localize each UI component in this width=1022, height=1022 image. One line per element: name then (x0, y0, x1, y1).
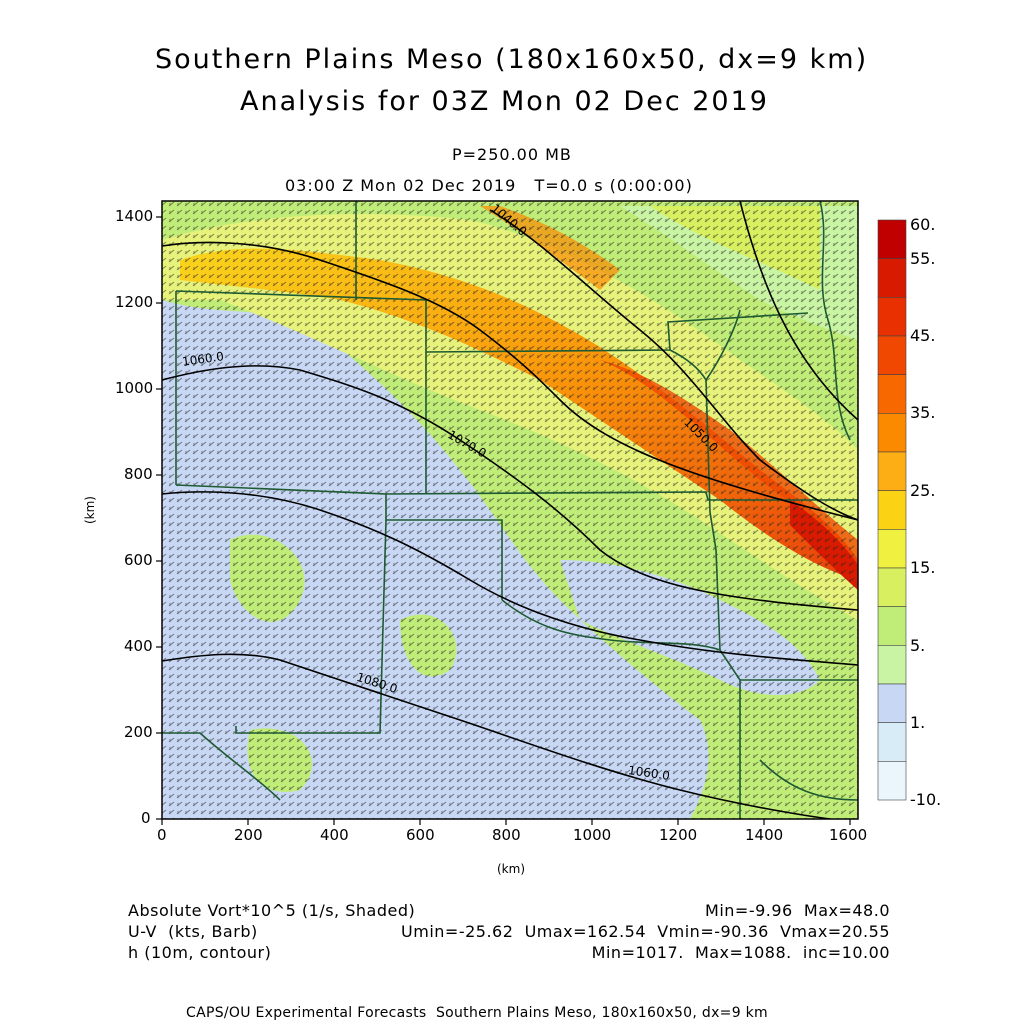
y-tick-1200: 1200 (115, 293, 154, 311)
y-tick-0: 0 (141, 809, 151, 827)
boundary-ok-ks (175, 484, 858, 501)
legend-barb-field: U-V (kts, Barb) (128, 922, 258, 941)
y-tick-800: 800 (124, 465, 153, 483)
colorbar-swatch (877, 683, 907, 723)
colorbar-swatch (877, 297, 907, 337)
colorbar (877, 219, 907, 801)
contour-1090 (162, 653, 831, 819)
colorbar-swatch (877, 258, 907, 298)
height-contours (162, 201, 858, 819)
boundary-mississippi (819, 201, 851, 441)
boundary-mo-ar (705, 379, 721, 651)
colorbar-label-15: 15. (910, 558, 936, 577)
contour-1070 (162, 365, 858, 611)
colorbar-swatch (877, 606, 907, 646)
colorbar-swatch (877, 451, 907, 491)
colorbar-swatch (877, 490, 907, 530)
colorbar-swatch (877, 722, 907, 762)
colorbar-label-55: 55. (910, 249, 936, 268)
x-tick-400: 400 (320, 826, 349, 844)
legend-barb-range: Umin=-25.62 Umax=162.54 Vmin=-90.36 Vmax… (401, 922, 890, 941)
colorbar-label-1: 1. (910, 713, 926, 732)
colorbar-swatch (877, 335, 907, 375)
x-tick-600: 600 (406, 826, 435, 844)
boundary-missouri (669, 309, 741, 382)
valid-time: 03:00 Z Mon 02 Dec 2019 T=0.0 s (0:00:00… (285, 176, 693, 195)
colorbar-label-5: 5. (910, 636, 926, 655)
tick-marks (156, 216, 851, 825)
boundary-ok-tx-red-river (501, 599, 721, 651)
colorbar-label-35: 35. (910, 403, 936, 422)
y-axis-unit: (km) (83, 495, 98, 525)
x-tick-1600: 1600 (829, 826, 868, 844)
boundary-panhandle (385, 494, 503, 600)
title-line-2: Analysis for 03Z Mon 02 Dec 2019 (240, 86, 769, 117)
boundary-mexico (162, 732, 281, 801)
x-tick-0: 0 (157, 826, 167, 844)
y-tick-600: 600 (124, 551, 153, 569)
x-tick-200: 200 (234, 826, 263, 844)
contour-1040 (739, 201, 858, 421)
legend-contour-field: h (10m, contour) (128, 943, 272, 962)
x-axis-unit: (km) (497, 862, 526, 876)
colorbar-swatch (877, 219, 907, 259)
legend-shading-field: Absolute Vort*10^5 (1/s, Shaded) (128, 901, 416, 920)
contour-1080 (162, 491, 858, 666)
x-tick-1000: 1000 (573, 826, 612, 844)
colorbar-swatch (877, 761, 907, 801)
footer-credit: CAPS/OU Experimental Forecasts Southern … (186, 1005, 768, 1021)
legend-contour-range: Min=1017. Max=1088. inc=10.00 (591, 943, 890, 962)
plot-frame (161, 200, 859, 820)
vorticity-shading (162, 201, 858, 819)
legend-shading-range: Min=-9.96 Max=48.0 (705, 901, 890, 920)
x-tick-800: 800 (492, 826, 521, 844)
title-line-1: Southern Plains Meso (180x160x50, dx=9 k… (155, 44, 869, 75)
colorbar-swatch (877, 567, 907, 607)
y-tick-1000: 1000 (115, 379, 154, 397)
colorbar-label-45: 45. (910, 326, 936, 345)
boundary-tx-nm (235, 519, 387, 734)
boundary-gulf-coast (759, 759, 858, 801)
boundary-ne-border (175, 290, 809, 353)
y-tick-200: 200 (124, 723, 153, 741)
x-tick-1200: 1200 (659, 826, 698, 844)
contour-1060-west (162, 241, 858, 521)
colorbar-swatch (877, 645, 907, 685)
colorbar-label-25: 25. (910, 481, 936, 500)
colorbar-swatch (877, 374, 907, 414)
x-tick-1400: 1400 (745, 826, 784, 844)
colorbar-swatch (877, 413, 907, 453)
contour-1050 (489, 209, 858, 521)
colorbar-swatch (877, 529, 907, 569)
pressure-level: P=250.00 MB (452, 145, 572, 164)
y-tick-400: 400 (124, 637, 153, 655)
state-boundaries (162, 201, 858, 819)
colorbar-label-60: 60. (910, 215, 936, 234)
y-tick-1400: 1400 (115, 207, 154, 225)
colorbar-label-minus10: -10. (910, 790, 942, 809)
